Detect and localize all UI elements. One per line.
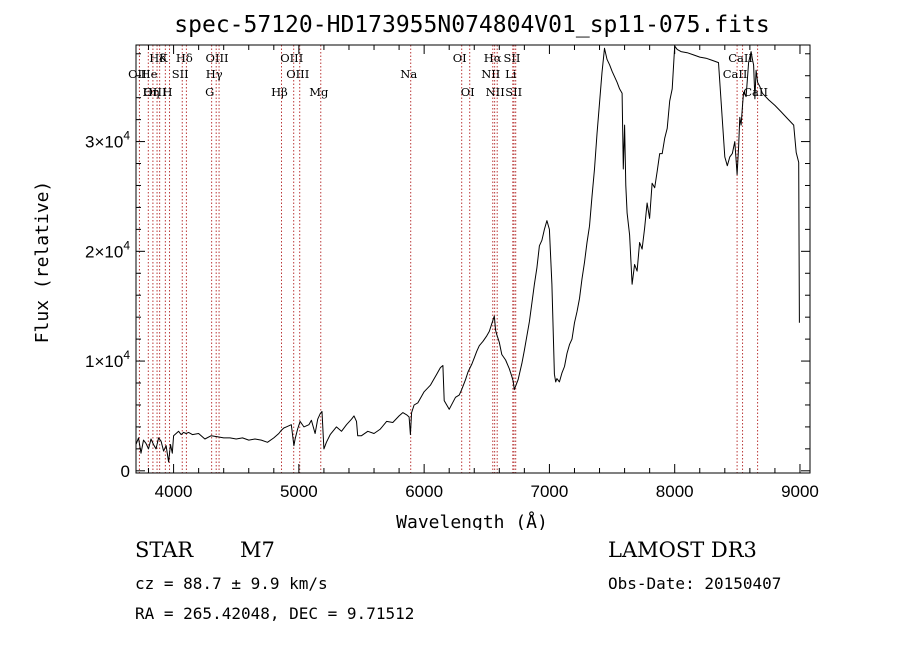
y-tick-mantissa: 2×10 <box>85 242 123 261</box>
emission-line-label: NII <box>486 85 505 99</box>
spectrum-series <box>135 45 800 463</box>
y-tick-exponent: 4 <box>123 238 130 252</box>
emission-line-label: OIII <box>144 85 167 99</box>
emission-line-label: Hα <box>484 51 502 65</box>
emission-line-label: NII <box>481 67 500 81</box>
emission-line-label: OI <box>461 85 475 99</box>
emission-line-label: Hδ <box>176 51 193 65</box>
survey-name: LAMOST DR3 <box>608 538 757 562</box>
x-tick-label: 4000 <box>155 482 193 501</box>
emission-line-label: Hδ <box>149 51 166 65</box>
emission-line-label: Hβ <box>271 85 288 99</box>
chart-title: spec-57120-HD173955N074804V01_sp11-075.f… <box>174 12 769 38</box>
y-tick-label: 0 <box>121 462 130 481</box>
emission-line-label: Hγ <box>206 67 223 81</box>
emission-line-label: SII <box>505 85 522 99</box>
plot-axes <box>135 44 811 474</box>
emission-marker-lines <box>138 45 759 473</box>
object-class: STAR <box>135 538 194 562</box>
y-tick-mantissa: 3×10 <box>85 133 123 152</box>
emission-line-label: Na <box>400 67 417 81</box>
emission-line-label: OIII <box>280 51 303 65</box>
x-tick-label: 5000 <box>280 482 318 501</box>
x-axis-label: Wavelength (Å) <box>396 511 548 530</box>
x-tick-label: 6000 <box>405 482 443 501</box>
emission-line-label: K <box>159 51 168 65</box>
emission-line-label: Hη <box>142 85 159 99</box>
x-tick-label: 9000 <box>781 482 819 501</box>
emission-line-label: OIII <box>206 51 229 65</box>
redshift-text: cz = 88.7 ± 9.9 km/s <box>135 574 328 593</box>
spectrum-line <box>135 45 800 463</box>
emission-line-label: Li <box>505 67 517 81</box>
emission-line-label: OIII <box>286 67 309 81</box>
emission-line-label: SII <box>172 67 189 81</box>
y-tick-label: 3×104 <box>85 129 130 152</box>
y-tick-label: 2×104 <box>85 238 130 261</box>
emission-line-label: G <box>205 85 214 99</box>
emission-line-label: CaII <box>723 67 748 81</box>
emission-line-label: H <box>163 85 173 99</box>
y-tick-exponent: 4 <box>123 348 130 362</box>
y-axis-label: Flux (relative) <box>32 181 53 344</box>
y-tick-mantissa: 1×10 <box>85 352 123 371</box>
emission-line-label: Mg <box>309 85 329 99</box>
x-tick-label: 8000 <box>656 482 694 501</box>
emission-line-label: OII <box>128 67 147 81</box>
plot-frame <box>135 44 811 474</box>
spectral-subclass: M7 <box>240 538 275 562</box>
x-tick-label: 7000 <box>531 482 569 501</box>
obs-date: Obs-Date: 20150407 <box>608 574 782 593</box>
emission-line-label: CaII <box>728 51 753 65</box>
coordinates: RA = 265.42048, DEC = 9.71512 <box>135 604 415 623</box>
x-axis-ticks: 4000 5000 6000 7000 8000 9000 <box>148 45 819 501</box>
emission-line-label: He <box>141 67 158 81</box>
emission-line-label: OI <box>453 51 467 65</box>
y-tick-exponent: 4 <box>123 129 130 143</box>
y-tick-mantissa: 0 <box>121 462 130 481</box>
y-tick-label: 1×104 <box>85 348 130 371</box>
spectrum-chart: spec-57120-HD173955N074804V01_sp11-075.f… <box>32 12 819 530</box>
emission-line-label: SII <box>503 51 520 65</box>
